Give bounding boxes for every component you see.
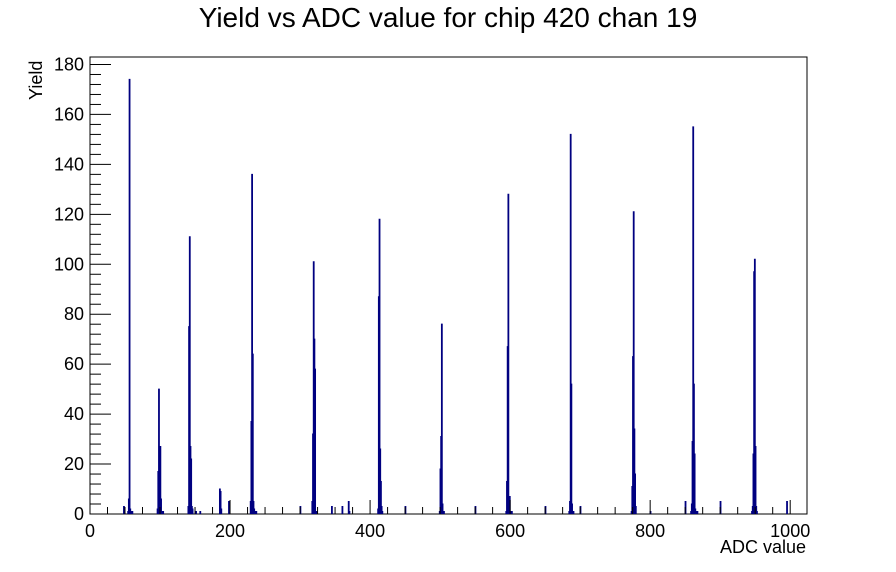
y-tick-label: 160 xyxy=(54,104,84,124)
histogram-bin xyxy=(633,428,636,514)
histogram-bin xyxy=(160,498,162,514)
histogram-bin xyxy=(569,133,572,514)
histogram-bin xyxy=(693,453,696,514)
histogram-bin xyxy=(252,500,255,514)
histogram-bin xyxy=(190,458,193,514)
histogram-bin xyxy=(220,508,223,514)
histogram-bin xyxy=(251,353,254,514)
histogram-bars xyxy=(123,78,788,514)
y-tick-label: 100 xyxy=(54,254,84,274)
histogram-bin xyxy=(634,505,637,514)
histogram-bin xyxy=(378,218,381,514)
x-tick-label: 1000 xyxy=(770,521,810,541)
x-tick-label: 200 xyxy=(215,521,245,541)
histogram-bin xyxy=(219,490,222,514)
histogram-bin xyxy=(754,446,757,514)
plot-frame xyxy=(89,56,808,515)
histogram-bin xyxy=(693,383,695,514)
y-tick-label: 40 xyxy=(64,404,84,424)
histogram-bin xyxy=(191,508,194,514)
histogram-bin xyxy=(510,510,513,514)
x-tick-label: 800 xyxy=(635,521,665,541)
histogram-bin xyxy=(255,510,258,514)
histogram-bin xyxy=(441,503,444,514)
x-tick-label: 600 xyxy=(495,521,525,541)
histogram-bin xyxy=(440,323,443,514)
histogram-bin xyxy=(756,510,758,514)
y-tick-label: 20 xyxy=(64,454,84,474)
y-tick-label: 120 xyxy=(54,204,84,224)
histogram-bin xyxy=(755,505,758,514)
histogram-bin xyxy=(348,510,351,514)
plot-area xyxy=(89,56,808,515)
histogram-bin xyxy=(570,383,573,514)
histogram-bin xyxy=(507,193,510,514)
histogram-bin xyxy=(159,446,162,514)
histogram-bin xyxy=(753,258,756,514)
histogram-bin xyxy=(381,510,384,514)
histogram-bin xyxy=(160,510,163,514)
histogram-bin xyxy=(331,505,333,514)
histogram-bin xyxy=(347,500,350,514)
histogram-bin xyxy=(251,173,253,514)
histogram-bin xyxy=(632,211,635,514)
histogram-bin xyxy=(131,510,134,514)
x-tick-label: 400 xyxy=(355,521,385,541)
histogram-bin xyxy=(443,510,445,514)
histogram-bin xyxy=(315,510,318,514)
y-tick-label: 140 xyxy=(54,154,84,174)
x-axis-label: ADC value xyxy=(719,537,806,557)
chart-title: Yield vs ADC value for chip 420 chan 19 xyxy=(198,2,698,33)
histogram-bin xyxy=(314,368,317,514)
histogram-bin xyxy=(572,510,575,514)
histogram-bin xyxy=(571,503,573,514)
y-tick-label: 60 xyxy=(64,354,84,374)
histogram-bin xyxy=(195,510,197,514)
histogram-bin xyxy=(786,500,788,514)
histogram-bin xyxy=(199,510,202,514)
histogram-bin xyxy=(692,126,695,514)
x-tick-label: 0 xyxy=(85,521,95,541)
histogram-bin xyxy=(158,388,160,514)
histogram-bin xyxy=(634,473,636,514)
histogram-bin xyxy=(341,505,344,514)
histogram-bin xyxy=(128,78,131,514)
histogram-bin xyxy=(380,480,382,514)
histogram-bin xyxy=(696,510,699,514)
y-tick-label: 180 xyxy=(54,54,84,74)
y-tick-label: 0 xyxy=(74,504,84,524)
histogram-bin xyxy=(380,505,383,514)
histogram-bin xyxy=(228,500,230,514)
histogram-bin xyxy=(162,510,165,514)
histogram-bin xyxy=(123,505,125,514)
y-tick-label: 80 xyxy=(64,304,84,324)
axes: 0 200 400 600 800 1000 0 20 40 60 80 100 120 140 160 18… xyxy=(54,54,810,541)
histogram-bin xyxy=(188,236,191,514)
